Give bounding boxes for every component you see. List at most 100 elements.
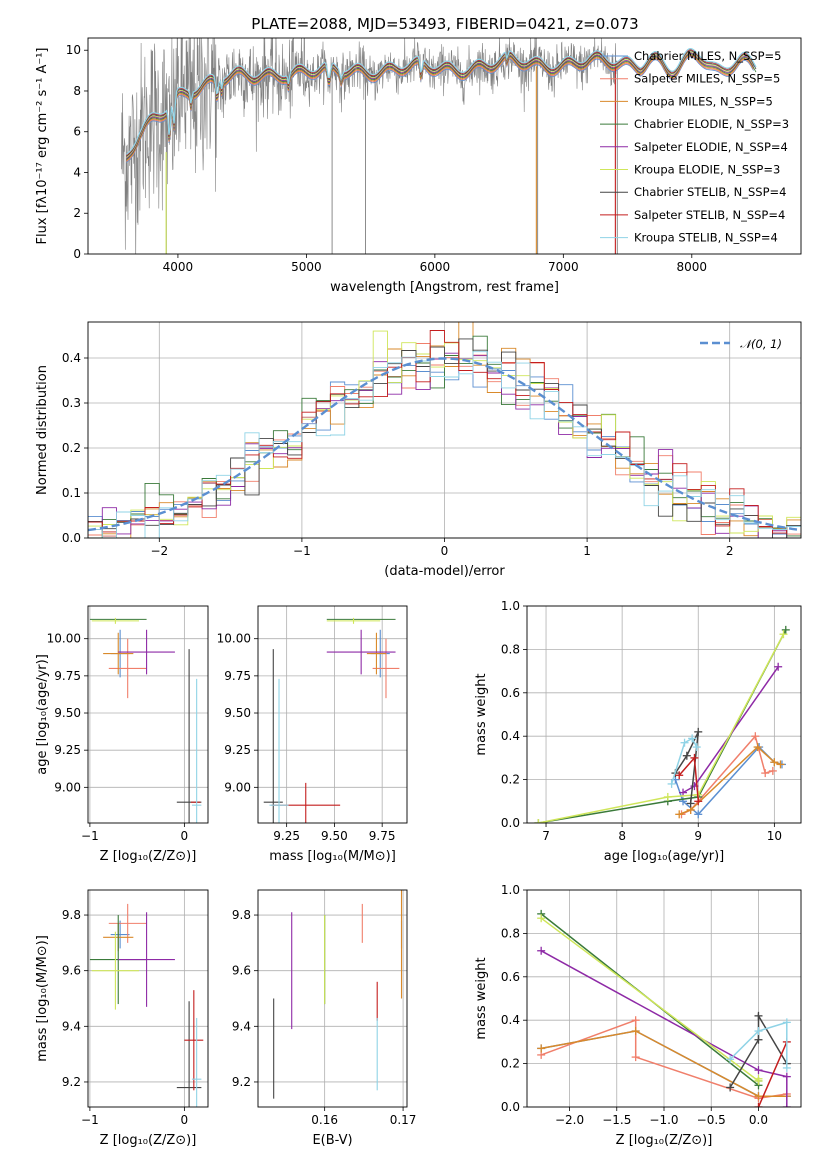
x-tick-label: 9 [694, 829, 702, 843]
y-tick-label: 9.2 [62, 1075, 81, 1089]
normal-curve [88, 357, 799, 532]
spectrum-model-line [126, 54, 754, 161]
y-tick-label: 0.3 [62, 396, 81, 410]
y-tick-label: 10 [66, 43, 81, 57]
x-tick-label: 0.0 [749, 1113, 768, 1127]
residual-histogram [88, 351, 801, 538]
chart-mass_vs_Z: −1 0 9.2 9.4 9.6 9.8 Z [log₁₀(Z/Z⊙)] mass [log₁… [35, 889, 209, 1148]
axes-frame [87, 605, 209, 824]
y-tick-label: 9.6 [232, 964, 251, 978]
y-tick-label: 0.4 [501, 1013, 520, 1027]
plot-area-spectrum [121, 38, 757, 254]
y-axis-label: age [log₁₀(age/yr)] [35, 654, 50, 775]
x-tick-label: −1 [293, 544, 311, 558]
x-tick-label: 6000 [420, 260, 451, 274]
weight-line [729, 1021, 788, 1068]
y-tick-label: 9.4 [232, 1019, 251, 1033]
weight-line [670, 737, 698, 785]
legend-label: Kroupa MILES, N_SSP=5 [634, 94, 773, 108]
y-axis-label: mass weight [474, 957, 489, 1039]
x-tick-label: 10 [767, 829, 782, 843]
plot-area-age_vs_Z [89, 617, 202, 823]
axes-frame [87, 889, 209, 1108]
x-tick-label: −2.0 [555, 1113, 584, 1127]
y-tick-label: 10.00 [47, 632, 81, 646]
y-tick-label: 0.2 [62, 441, 81, 455]
x-tick-label: −1.0 [649, 1113, 678, 1127]
chart-mass_vs_ebv: 0.16 0.17 9.2 9.4 9.6 9.8 E(B-V) [232, 889, 416, 1148]
x-tick-label: 4000 [163, 260, 194, 274]
y-tick-label: 9.50 [54, 706, 81, 720]
spectrum-model-line [126, 56, 754, 163]
x-tick-label: 5000 [291, 260, 322, 274]
x-tick-label: 1 [583, 544, 591, 558]
y-axis-label: mass [log₁₀(M/M⊙)] [35, 935, 50, 1062]
y-tick-label: 0.1 [62, 486, 81, 500]
y-tick-label: 9.25 [54, 743, 81, 757]
spectrum-model-line [126, 51, 754, 158]
axes-frame [257, 605, 408, 824]
chart-massweight_vs_Z: −2.0 −1.5 −1.0 −0.5 0.0 0.0 0.2 0.4 0.6 0.8 1.0 Z [… [474, 883, 802, 1148]
y-tick-label: 6 [73, 125, 81, 139]
y-tick-label: 9.75 [224, 669, 251, 683]
y-tick-label: 9.50 [224, 706, 251, 720]
y-tick-label: 0.2 [501, 773, 520, 787]
x-tick-label: 9.75 [369, 829, 396, 843]
weight-line [674, 731, 700, 804]
plot-area-massweight_vs_Z [537, 909, 791, 1107]
y-tick-label: 0.6 [501, 686, 520, 700]
x-tick-label: 9.25 [273, 829, 300, 843]
y-tick-label: 10.00 [217, 632, 251, 646]
x-tick-label: −2 [150, 544, 168, 558]
y-tick-label: 0.8 [501, 642, 520, 656]
axes-frame [526, 605, 802, 824]
x-tick-label: 8 [618, 829, 626, 843]
x-tick-label: −0.5 [697, 1113, 726, 1127]
y-tick-label: 0.0 [501, 1100, 520, 1114]
y-axis-label: Normed distribution [35, 365, 50, 495]
spectrum-model-line [126, 50, 757, 157]
x-tick-label: 0 [441, 544, 449, 558]
x-tick-label: −1 [81, 1113, 99, 1127]
chart-age_vs_Z: −1 0 9.00 9.25 9.50 9.75 10.00 Z [log₁₀(Z/Z⊙)] a… [35, 605, 209, 864]
legend-label: Salpeter STELIB, N_SSP=4 [634, 208, 785, 222]
y-tick-label: 9.4 [62, 1019, 81, 1033]
x-tick-label: 0 [181, 829, 189, 843]
spectrum-model-line [126, 55, 754, 162]
x-tick-label: 7000 [548, 260, 579, 274]
y-tick-label: 9.75 [54, 669, 81, 683]
x-tick-label: −1.5 [602, 1113, 631, 1127]
y-tick-label: 9.25 [224, 743, 251, 757]
y-tick-label: 1.0 [501, 599, 520, 613]
y-tick-label: 0.6 [501, 970, 520, 984]
x-axis-label: Z [log₁₀(Z/Z⊙)] [100, 849, 197, 864]
plot-area-mass_vs_Z [89, 903, 204, 1107]
x-axis-label: mass [log₁₀(M/M⊙)] [269, 849, 396, 864]
x-tick-label: 0.16 [311, 1113, 338, 1127]
x-tick-label: 9.50 [321, 829, 348, 843]
plot-area-residuals [88, 322, 801, 538]
y-tick-label: 9.00 [224, 780, 251, 794]
residual-histogram [88, 335, 801, 538]
x-tick-label: 2 [726, 544, 734, 558]
y-axis-label: Flux [fλ10⁻¹⁷ erg cm⁻² s⁻¹ A⁻¹] [35, 48, 50, 245]
legend-label: Chabrier MILES, N_SSP=5 [634, 49, 781, 63]
y-tick-label: 0.4 [62, 351, 81, 365]
chart-massweight_vs_age: 7 8 9 10 0.0 0.2 0.4 0.6 0.8 1.0 age [log₁₀(age/yr… [474, 599, 802, 864]
y-tick-label: 9.2 [232, 1075, 251, 1089]
chart-age_vs_mass: 9.25 9.50 9.75 9.00 9.25 9.50 9.75 10.00 mass [l… [217, 605, 408, 864]
plot-area-massweight_vs_age [534, 625, 790, 823]
axes-frame [87, 37, 802, 255]
figure-title: PLATE=2088, MJD=53493, FIBERID=0421, z=0… [251, 15, 638, 33]
x-tick-label: −1 [81, 829, 99, 843]
legend-label: Chabrier ELODIE, N_SSP=3 [634, 117, 789, 131]
x-axis-label: Z [log₁₀(Z/Z⊙)] [100, 1133, 197, 1148]
weight-line [757, 1041, 788, 1107]
axes-frame [87, 321, 802, 539]
legend-label: 𝒩(0, 1) [740, 337, 782, 351]
y-tick-label: 0 [73, 247, 81, 261]
x-axis-label: wavelength [Angstrom, rest frame] [330, 280, 559, 295]
legend-label: Kroupa ELODIE, N_SSP=3 [634, 163, 780, 177]
y-tick-label: 1.0 [501, 883, 520, 897]
x-axis-label: Z [log₁₀(Z/Z⊙)] [616, 1133, 713, 1148]
